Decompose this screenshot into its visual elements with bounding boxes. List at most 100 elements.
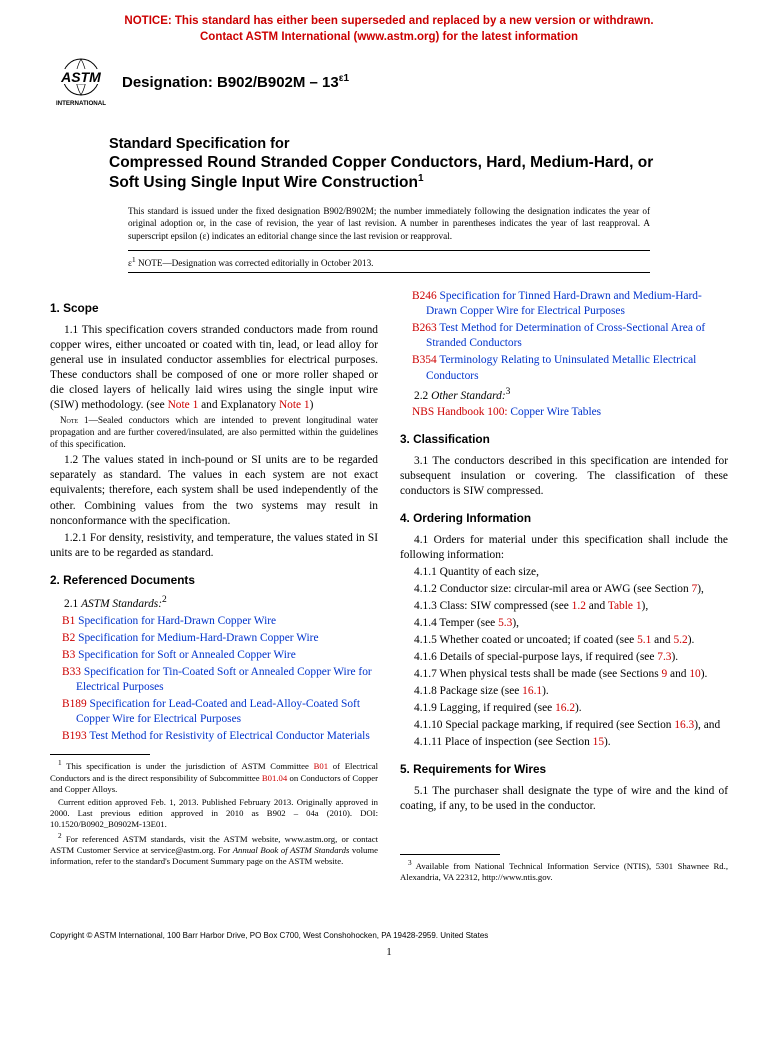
sec3-head: 3. Classification <box>400 432 728 448</box>
ref-code[interactable]: B1 <box>62 615 75 627</box>
copyright: Copyright © ASTM International, 100 Barr… <box>50 931 728 940</box>
title-text: Compressed Round Stranded Copper Conduct… <box>109 154 653 191</box>
nbs-title[interactable]: Copper Wire Tables <box>508 406 602 418</box>
ref-code[interactable]: B189 <box>62 698 87 710</box>
sec4-i5: 4.1.5 Whether coated or uncoated; if coa… <box>400 633 728 648</box>
sec1-head: 1. Scope <box>50 301 378 317</box>
issue-note: This standard is issued under the fixed … <box>128 205 650 242</box>
sec4-i2: 4.1.2 Conductor size: circular-mil area … <box>400 582 728 597</box>
sec4-i9: 4.1.9 Lagging, if required (see 16.2). <box>400 701 728 716</box>
sec4-i4: 4.1.4 Temper (see 5.3), <box>400 616 728 631</box>
ref-b3: B3 Specification for Soft or Annealed Co… <box>50 648 378 663</box>
sec4-i1: 4.1.1 Quantity of each size, <box>400 565 728 580</box>
link-10[interactable]: 10 <box>689 668 700 680</box>
notice-banner: NOTICE: This standard has either been su… <box>50 14 728 45</box>
ref-b189: B189 Specification for Lead-Coated and L… <box>50 697 378 727</box>
ref-code[interactable]: B263 <box>412 322 437 334</box>
sec4-i10: 4.1.10 Special package marking, if requi… <box>400 718 728 733</box>
link-note1a[interactable]: Note 1 <box>168 399 199 411</box>
sec3-p1: 3.1 The conductors described in this spe… <box>400 454 728 499</box>
link-b01[interactable]: B01 <box>314 761 328 771</box>
ref-code[interactable]: B193 <box>62 730 87 742</box>
ref-title[interactable]: Terminology Relating to Uninsulated Meta… <box>426 354 696 381</box>
sec5-p1: 5.1 The purchaser shall designate the ty… <box>400 784 728 814</box>
ref-code[interactable]: B33 <box>62 666 81 678</box>
epsilon-note: ε1 NOTE—Designation was corrected editor… <box>128 250 650 273</box>
link-12[interactable]: 1.2 <box>572 600 586 612</box>
svg-text:ASTM: ASTM <box>60 69 101 85</box>
body-columns: 1. Scope 1.1 This specification covers s… <box>50 289 728 885</box>
sec4-i7: 4.1.7 When physical tests shall be made … <box>400 667 728 682</box>
link-b0104[interactable]: B01.04 <box>262 773 287 783</box>
sec2-p21: 2.1 ASTM Standards:2 <box>50 594 378 612</box>
ref-b2: B2 Specification for Medium-Hard-Drawn C… <box>50 631 378 646</box>
sec1-p2: 1.2 The values stated in inch-pound or S… <box>50 453 378 528</box>
ref-code[interactable]: B2 <box>62 632 75 644</box>
link-161[interactable]: 16.1 <box>522 685 542 697</box>
ref-title[interactable]: Specification for Tinned Hard-Drawn and … <box>426 290 702 317</box>
note1-label: Note 1 <box>60 415 89 425</box>
ref-title[interactable]: Test Method for Determination of Cross-S… <box>426 322 705 349</box>
title-block: Standard Specification for Compressed Ro… <box>109 135 669 193</box>
title-pre: Standard Specification for <box>109 135 669 153</box>
sec2-p22: 2.2 Other Standard:3 <box>400 386 728 404</box>
ref-b246: B246 Specification for Tinned Hard-Drawn… <box>400 289 728 319</box>
sec2-head: 2. Referenced Documents <box>50 573 378 589</box>
link-table1[interactable]: Table 1 <box>608 600 642 612</box>
ref-code[interactable]: B3 <box>62 649 75 661</box>
title-main: Compressed Round Stranded Copper Conduct… <box>109 153 669 193</box>
link-15[interactable]: 15 <box>593 736 604 748</box>
astm-logo: ASTM INTERNATIONAL <box>50 55 112 109</box>
nbs-code[interactable]: NBS Handbook 100: <box>412 406 508 418</box>
footnote-rule <box>50 754 150 755</box>
footnote-2: 2 For referenced ASTM standards, visit t… <box>50 832 378 867</box>
ref-nbs: NBS Handbook 100: Copper Wire Tables <box>400 405 728 420</box>
sec4-p1: 4.1 Orders for material under this speci… <box>400 533 728 563</box>
ref-title[interactable]: Specification for Lead-Coated and Lead-A… <box>76 698 360 725</box>
ref-title[interactable]: Specification for Medium-Hard-Drawn Copp… <box>78 632 318 644</box>
link-162[interactable]: 16.2 <box>555 702 575 714</box>
ref-b33: B33 Specification for Tin-Coated Soft or… <box>50 665 378 695</box>
ref-code[interactable]: B246 <box>412 290 437 302</box>
header-row: ASTM INTERNATIONAL Designation: B902/B90… <box>50 55 728 109</box>
designation: Designation: B902/B902M – 13ε1 <box>122 73 349 91</box>
ref-b263: B263 Test Method for Determination of Cr… <box>400 321 728 351</box>
svg-text:INTERNATIONAL: INTERNATIONAL <box>56 100 106 107</box>
ref-b193: B193 Test Method for Resistivity of Elec… <box>50 729 378 744</box>
sec4-i6: 4.1.6 Details of special-purpose lays, i… <box>400 650 728 665</box>
eps-text: —Designation was corrected editorially i… <box>162 258 373 268</box>
footnote-3: 3 Available from National Technical Info… <box>400 859 728 883</box>
sec4-head: 4. Ordering Information <box>400 511 728 527</box>
footnote-rule-r <box>400 854 500 855</box>
footnote-block-right: 3 Available from National Technical Info… <box>400 854 728 883</box>
sec5-head: 5. Requirements for Wires <box>400 762 728 778</box>
ref-title[interactable]: Specification for Tin-Coated Soft or Ann… <box>76 666 372 693</box>
ref-code[interactable]: B354 <box>412 354 437 366</box>
sec1-p1: 1.1 This specification covers stranded c… <box>50 323 378 413</box>
eps-label: NOTE <box>136 258 163 268</box>
link-note1b[interactable]: Note 1 <box>279 399 310 411</box>
sec1-p21: 1.2.1 For density, resistivity, and temp… <box>50 531 378 561</box>
ref-title[interactable]: Specification for Hard-Drawn Copper Wire <box>78 615 276 627</box>
notice-line2: Contact ASTM International (www.astm.org… <box>200 31 578 43</box>
designation-label: Designation: B902/B902M – 13 <box>122 74 339 91</box>
footnote-1a: 1 This specification is under the jurisd… <box>50 759 378 794</box>
footnote-block-left: 1 This specification is under the jurisd… <box>50 754 378 867</box>
link-53[interactable]: 5.3 <box>498 617 512 629</box>
page: NOTICE: This standard has either been su… <box>0 0 778 1041</box>
sec4-i8: 4.1.8 Package size (see 16.1). <box>400 684 728 699</box>
title-sup: 1 <box>418 173 424 184</box>
page-number: 1 <box>50 946 728 958</box>
sec4-i11: 4.1.11 Place of inspection (see Section … <box>400 735 728 750</box>
sec1-note1: Note 1—Sealed conductors which are inten… <box>50 415 378 451</box>
designation-sup: ε1 <box>339 73 349 84</box>
link-51[interactable]: 5.1 <box>637 634 651 646</box>
footnote-1b: Current edition approved Feb. 1, 2013. P… <box>50 797 378 830</box>
ref-b1: B1 Specification for Hard-Drawn Copper W… <box>50 614 378 629</box>
ref-title[interactable]: Test Method for Resistivity of Electrica… <box>89 730 369 742</box>
link-73[interactable]: 7.3 <box>657 651 671 663</box>
ref-title[interactable]: Specification for Soft or Annealed Coppe… <box>78 649 296 661</box>
ref-b354: B354 Terminology Relating to Uninsulated… <box>400 353 728 383</box>
link-163[interactable]: 16.3 <box>674 719 694 731</box>
link-52[interactable]: 5.2 <box>673 634 687 646</box>
